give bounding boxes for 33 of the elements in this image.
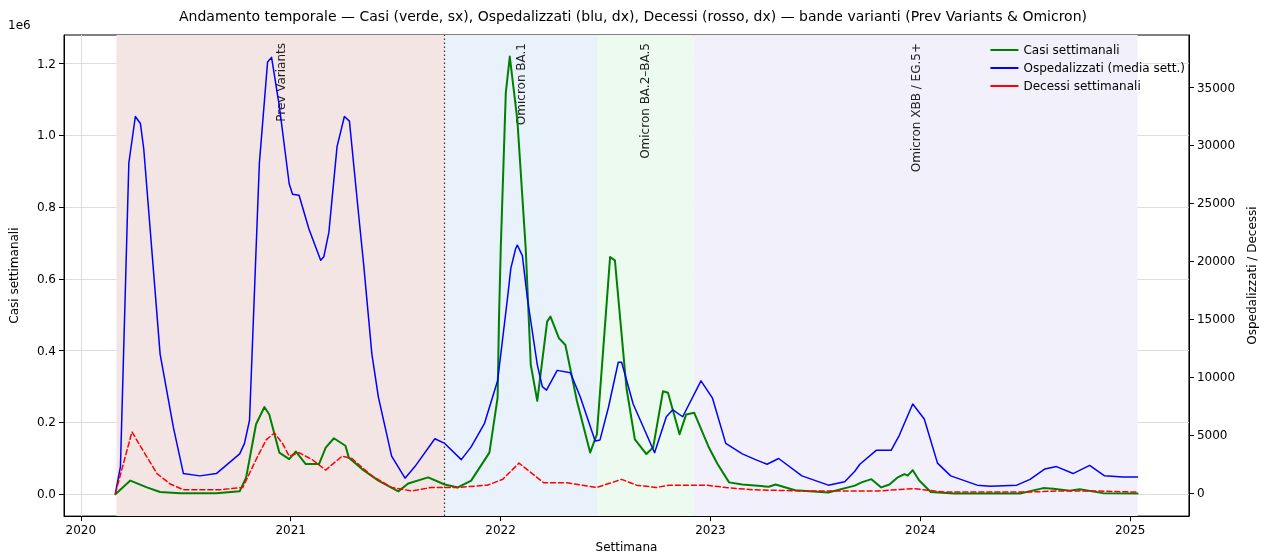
y2-tick-label: 15000 bbox=[1196, 312, 1236, 327]
y-axis-title: Casi settimanali bbox=[7, 227, 21, 324]
y-tick-label: 1.2 bbox=[36, 56, 56, 71]
text: 1e6 bbox=[8, 18, 31, 32]
band-label: Omicron XBB / EG.5+ bbox=[908, 43, 923, 173]
y2-tick-label: 10000 bbox=[1196, 370, 1236, 385]
y-tick-label: 0.0 bbox=[36, 487, 56, 502]
chart-title: Andamento temporale — Casi (verde, sx), Ospedalizzati (blu, dx), Decessi (rosso, dx) — bande varianti (Prev Variants & Omicron) bbox=[179, 8, 1087, 24]
x-tick-label: 2024 bbox=[905, 523, 936, 538]
legend-label: Ospedalizzati (media sett.) bbox=[1023, 61, 1186, 75]
y2-tick-label: 5000 bbox=[1196, 428, 1228, 443]
y-tick-label: 0.6 bbox=[36, 271, 56, 286]
y-tick-label: 0.8 bbox=[36, 200, 56, 215]
y-tick-label: 1.0 bbox=[36, 128, 56, 143]
y2-tick-label: 0 bbox=[1196, 486, 1205, 501]
x-tick-label: 2020 bbox=[65, 523, 97, 538]
y2-tick-label: 35000 bbox=[1196, 80, 1236, 95]
y2-tick-label: 30000 bbox=[1196, 138, 1236, 153]
y2-tick-label: 25000 bbox=[1196, 196, 1236, 211]
x-axis-title: Settimana bbox=[595, 540, 658, 554]
y-tick-label: 0.4 bbox=[36, 343, 56, 358]
band-label: Omicron BA.2–BA.5 bbox=[638, 43, 653, 159]
y2-tick-label: 20000 bbox=[1196, 254, 1236, 269]
x-tick-label: 2025 bbox=[1114, 523, 1146, 538]
legend-label: Casi settimanali bbox=[1023, 43, 1120, 57]
band-label: Omicron BA.1 bbox=[514, 43, 528, 126]
y2-axis-title: Ospedalizzati / Decessi bbox=[1245, 206, 1259, 345]
x-tick-label: 2023 bbox=[695, 523, 726, 538]
y-tick-label: 0.2 bbox=[36, 415, 56, 430]
legend-label: Decessi settimanali bbox=[1023, 79, 1141, 93]
line-series bbox=[114, 431, 1139, 495]
x-tick-label: 2021 bbox=[275, 523, 306, 538]
x-tick-label: 2022 bbox=[485, 523, 516, 538]
